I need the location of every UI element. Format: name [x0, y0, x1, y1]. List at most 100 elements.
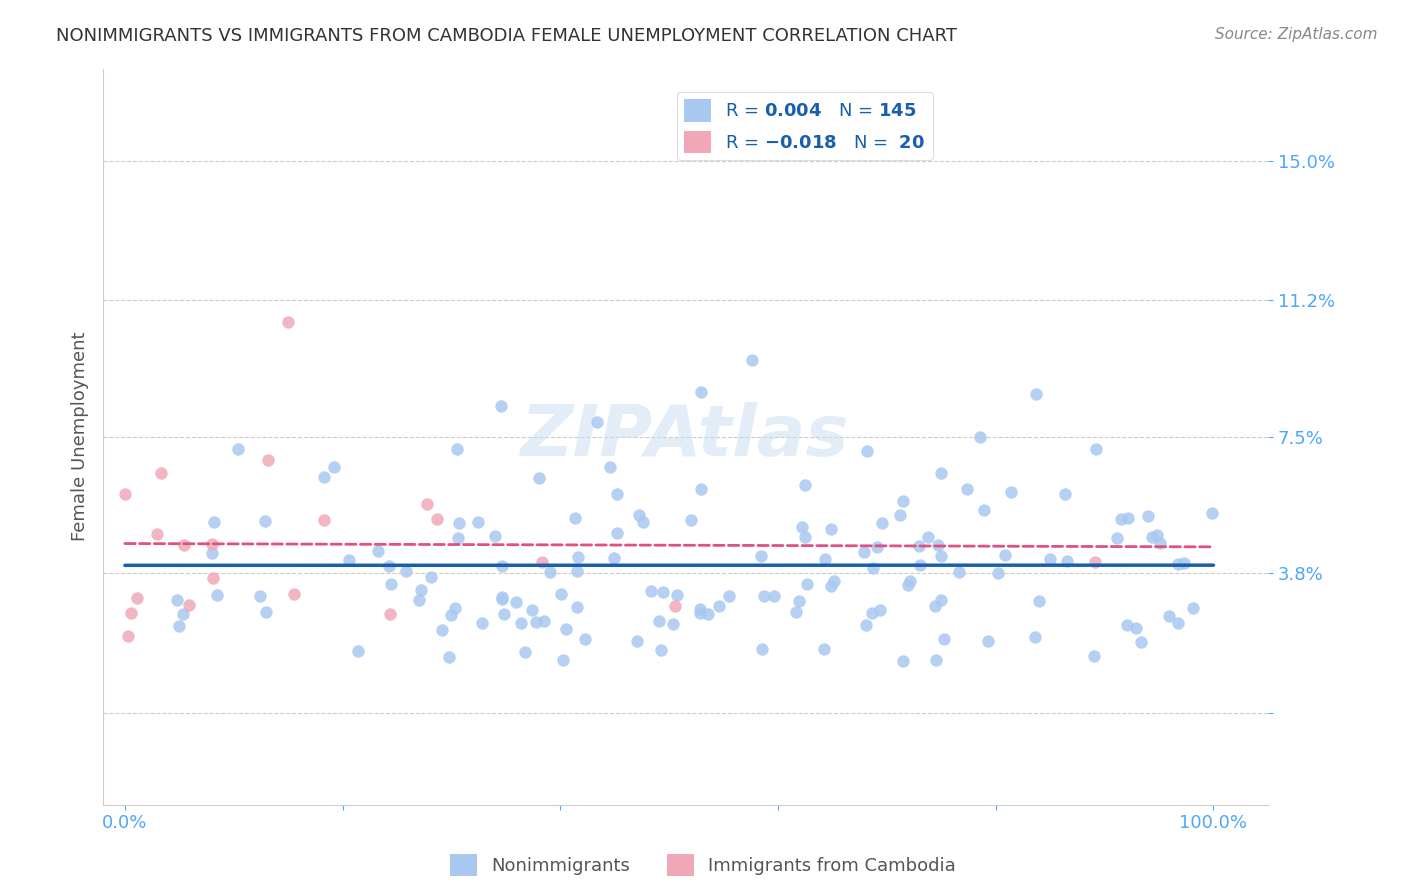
Point: [586, 415, 609, 429]
Point: [394, 564, 416, 578]
Point: [1129, 635, 1152, 649]
Point: [1000, 484, 1022, 499]
Point: [249, 589, 271, 603]
Point: [856, 444, 879, 458]
Point: [794, 530, 817, 544]
Point: [447, 516, 470, 530]
Point: [426, 511, 449, 525]
Point: [763, 589, 786, 603]
Legend: Nonimmigrants, Immigrants from Cambodia: Nonimmigrants, Immigrants from Cambodia: [443, 847, 963, 883]
Point: [172, 607, 194, 621]
Point: [689, 602, 711, 616]
Point: [530, 555, 553, 569]
Point: [1039, 552, 1062, 566]
Point: [179, 598, 201, 612]
Point: [652, 585, 675, 599]
Point: [254, 514, 277, 528]
Point: [201, 571, 224, 585]
Point: [599, 460, 621, 475]
Point: [173, 538, 195, 552]
Point: [567, 550, 589, 565]
Point: [117, 629, 139, 643]
Point: [1115, 618, 1137, 632]
Point: [554, 622, 576, 636]
Point: [661, 617, 683, 632]
Point: [741, 352, 763, 367]
Point: [862, 606, 884, 620]
Point: [491, 590, 513, 604]
Point: [606, 526, 628, 541]
Point: [538, 566, 561, 580]
Point: [889, 508, 911, 523]
Point: [689, 606, 711, 620]
Point: [751, 641, 773, 656]
Point: [872, 516, 894, 531]
Point: [796, 576, 818, 591]
Point: [416, 497, 439, 511]
Point: [167, 619, 190, 633]
Point: [794, 478, 817, 492]
Text: Source: ZipAtlas.com: Source: ZipAtlas.com: [1215, 27, 1378, 42]
Point: [866, 540, 889, 554]
Point: [524, 615, 547, 630]
Point: [564, 511, 586, 525]
Point: [956, 482, 979, 496]
Point: [709, 599, 731, 613]
Point: [1167, 615, 1189, 630]
Point: [574, 632, 596, 646]
Point: [114, 487, 136, 501]
Point: [917, 530, 939, 544]
Point: [1109, 512, 1132, 526]
Point: [484, 529, 506, 543]
Point: [467, 516, 489, 530]
Point: [337, 552, 360, 566]
Point: [146, 527, 169, 541]
Point: [1146, 527, 1168, 541]
Point: [228, 442, 250, 456]
Point: [976, 633, 998, 648]
Point: [891, 654, 914, 668]
Point: [664, 599, 686, 613]
Point: [1028, 594, 1050, 608]
Point: [785, 605, 807, 619]
Point: [283, 587, 305, 601]
Point: [202, 516, 225, 530]
Point: [446, 442, 468, 456]
Point: [924, 599, 946, 614]
Point: [813, 642, 835, 657]
Point: [522, 603, 544, 617]
Point: [1157, 609, 1180, 624]
Point: [1182, 601, 1205, 615]
Point: [378, 607, 401, 621]
Point: [491, 591, 513, 606]
Point: [1024, 630, 1046, 644]
Point: [1137, 508, 1160, 523]
Point: [1084, 555, 1107, 569]
Point: [626, 634, 648, 648]
Point: [120, 606, 142, 620]
Point: [650, 643, 672, 657]
Text: NONIMMIGRANTS VS IMMIGRANTS FROM CAMBODIA FEMALE UNEMPLOYMENT CORRELATION CHART: NONIMMIGRANTS VS IMMIGRANTS FROM CAMBODI…: [56, 27, 957, 45]
Point: [1201, 506, 1223, 520]
Point: [814, 552, 837, 566]
Point: [932, 632, 955, 647]
Point: [603, 551, 626, 566]
Point: [1105, 531, 1128, 545]
Point: [929, 549, 952, 563]
Point: [1173, 556, 1195, 570]
Point: [908, 558, 931, 572]
Text: ZIPAtlas: ZIPAtlas: [522, 402, 849, 471]
Point: [690, 384, 713, 399]
Point: [987, 566, 1010, 581]
Point: [633, 515, 655, 529]
Point: [127, 591, 149, 606]
Point: [505, 595, 527, 609]
Point: [696, 607, 718, 621]
Point: [380, 577, 402, 591]
Point: [749, 549, 772, 563]
Point: [1125, 621, 1147, 635]
Point: [205, 588, 228, 602]
Point: [471, 615, 494, 630]
Point: [567, 600, 589, 615]
Point: [929, 593, 952, 607]
